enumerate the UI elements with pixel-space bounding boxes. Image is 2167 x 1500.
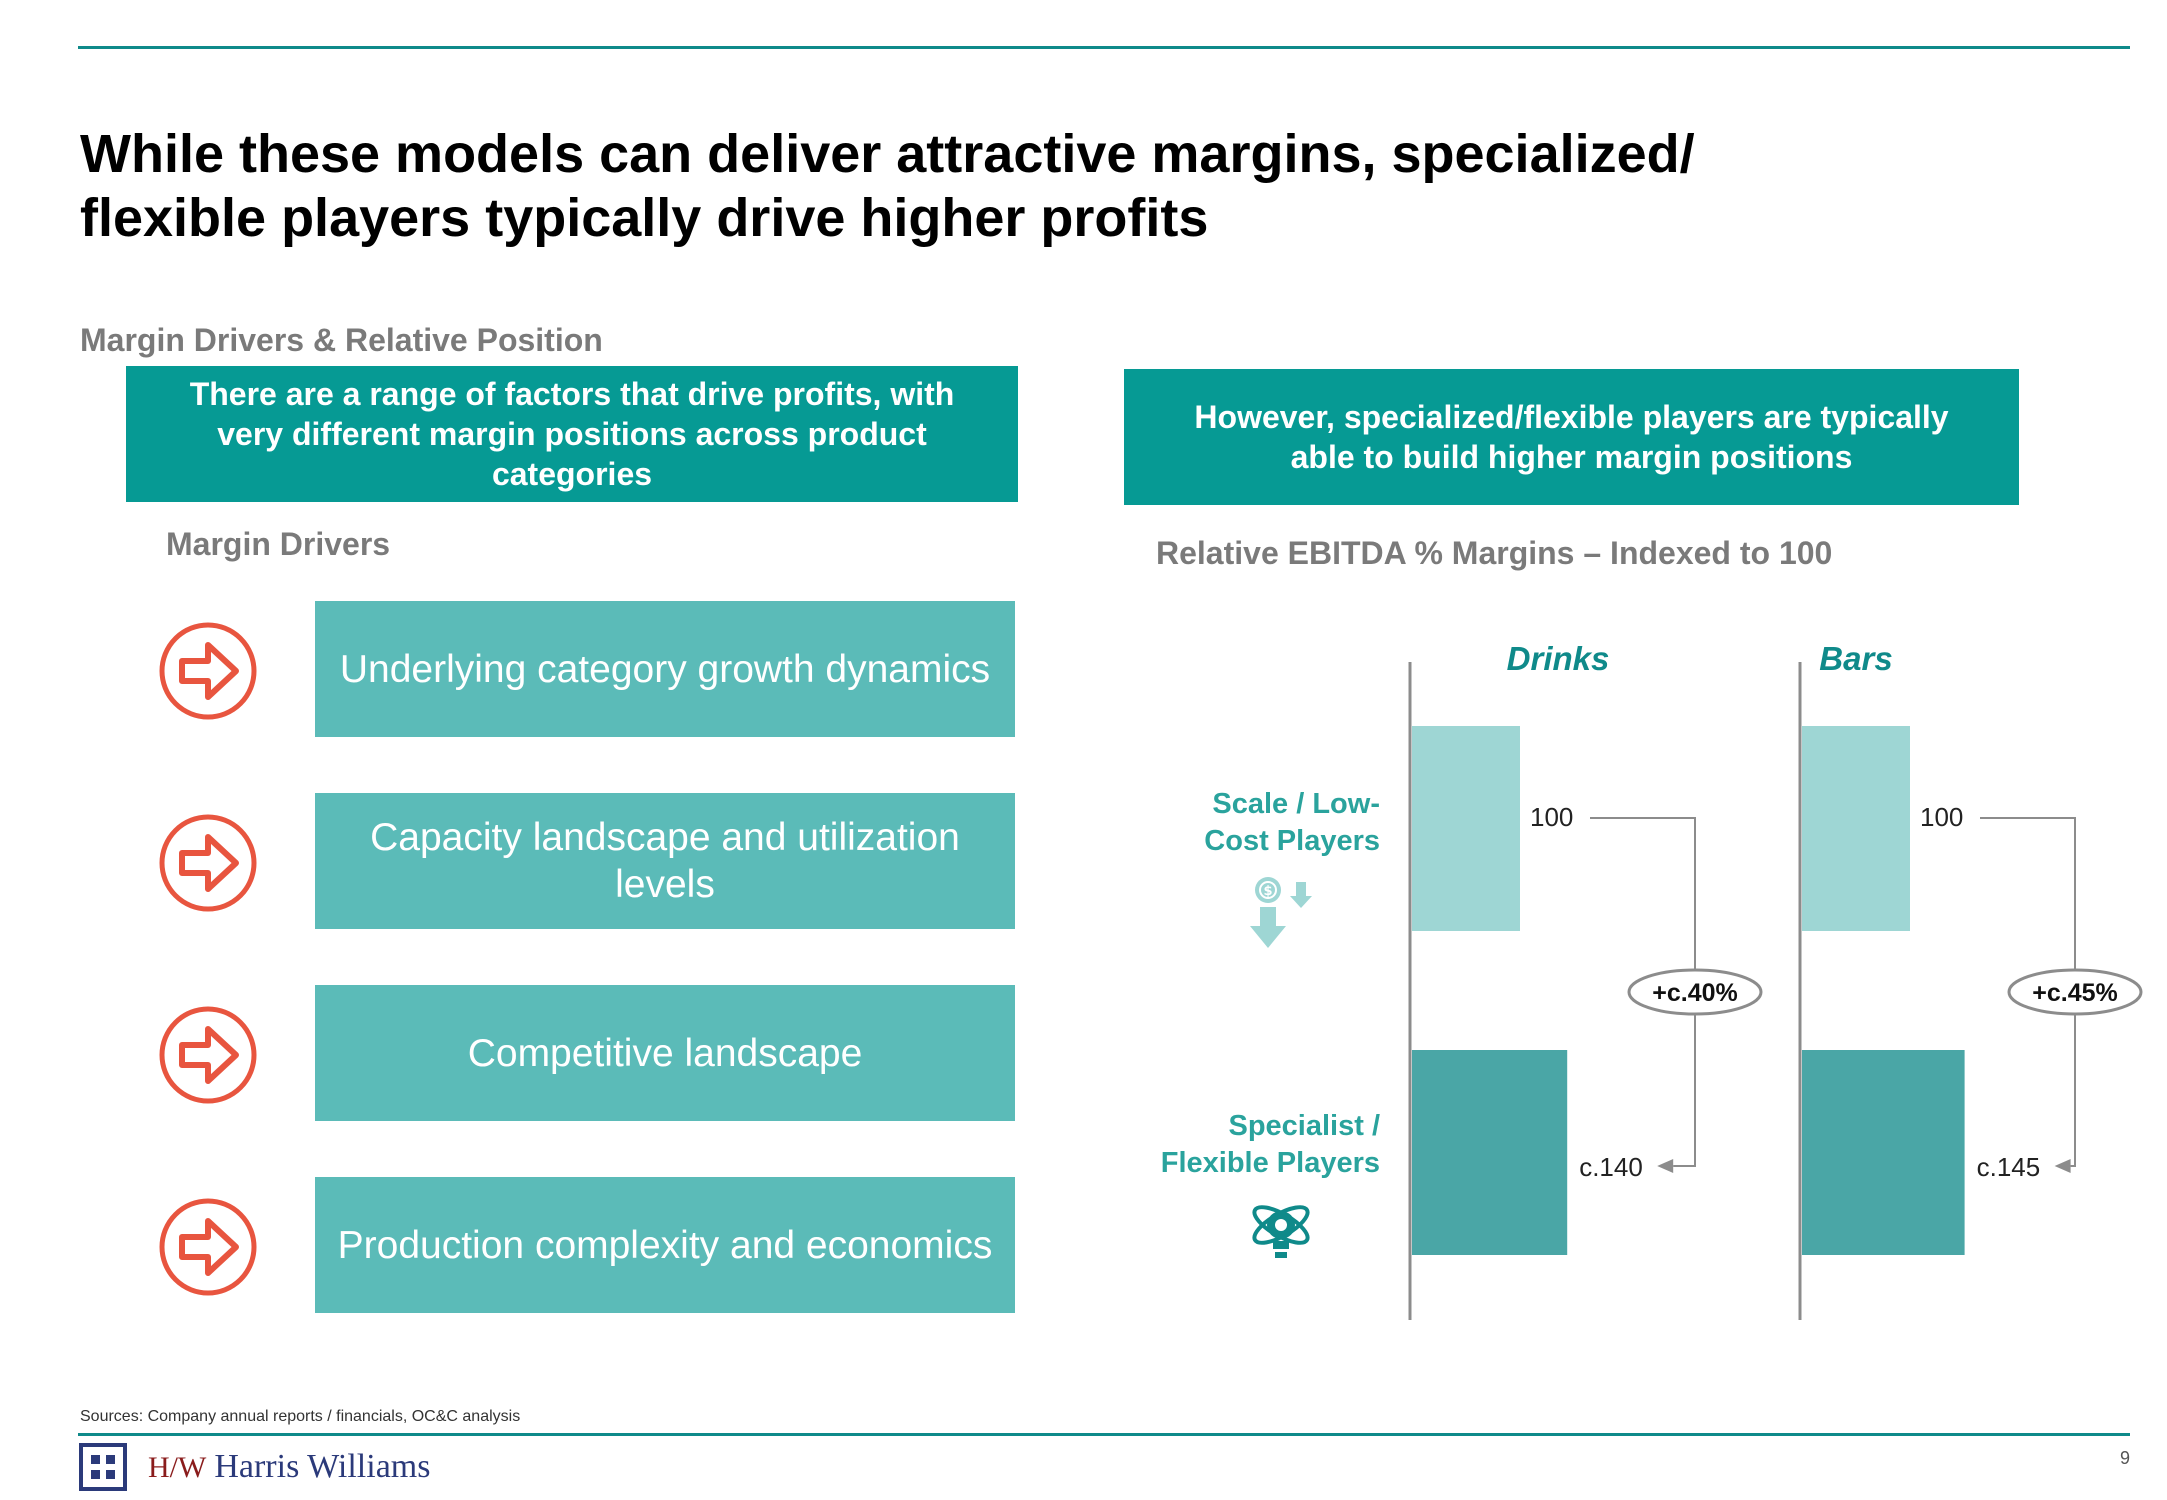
chart-bars: Bars 100 c.145 +c.45% — [1798, 640, 2143, 1320]
driver-label: Capacity landscape and utilization level… — [370, 816, 960, 906]
logo-name: Harris Williams — [214, 1448, 431, 1485]
uplift-label: +c.40% — [1652, 979, 1738, 1007]
driver-label: Production complexity and economics — [337, 1223, 993, 1267]
slide-title: While these models can deliver attractiv… — [80, 122, 1980, 250]
bar-data-label: 100 — [1920, 802, 1963, 832]
left-banner: There are a range of factors that drive … — [126, 366, 1018, 502]
chart-title: Drinks — [1507, 640, 1610, 677]
page-number: 9 — [2120, 1448, 2131, 1468]
bar-data-label: 100 — [1530, 802, 1573, 832]
chart-bar — [1802, 1050, 1965, 1255]
slide-title-line-2: flexible players typically drive higher … — [80, 188, 1209, 248]
margin-drivers-label: Margin Drivers — [166, 526, 391, 562]
arrow-right-circle-icon — [159, 1006, 257, 1104]
driver-box: Capacity landscape and utilization level… — [315, 793, 1015, 929]
right-banner-text: However, specialized/flexible players ar… — [1194, 399, 1949, 475]
bottom-divider — [78, 1433, 2130, 1436]
driver-box: Production complexity and economics — [315, 1177, 1015, 1313]
driver-box: Competitive landscape — [315, 985, 1015, 1121]
chart-bar — [1412, 726, 1520, 931]
chart-bar — [1412, 1050, 1568, 1255]
sources-note: Sources: Company annual reports / financ… — [80, 1408, 521, 1425]
logo-mark-icon — [79, 1443, 127, 1491]
bar-data-label: c.140 — [1579, 1152, 1643, 1182]
logo-monogram: H/W — [148, 1451, 207, 1484]
uplift-badge — [1627, 968, 1763, 1016]
arrow-right-circle-icon — [159, 622, 257, 720]
driver-label: Underlying category growth dynamics — [339, 647, 991, 691]
chart-title: Bars — [1819, 640, 1892, 677]
innovation-bulb-icon — [1252, 1205, 1310, 1258]
chart-drinks: Drinks 100 c.140 +c.40% — [1408, 640, 1763, 1320]
section-label: Margin Drivers & Relative Position — [80, 322, 603, 358]
uplift-arrowhead — [2054, 1159, 2071, 1173]
chart-bar — [1802, 726, 1910, 931]
right-banner: However, specialized/flexible players ar… — [1124, 369, 2019, 505]
arrow-right-circle-icon — [159, 814, 257, 912]
row-label-specialist: Specialist / Flexible Players — [1160, 1110, 1380, 1179]
uplift-arrowhead — [1657, 1159, 1674, 1173]
ebitda-charts: Drinks 100 c.140 +c.40% Bars 100 c.145 +c.45% — [1408, 640, 2143, 1320]
cost-down-icon: $ — [1250, 877, 1312, 948]
chart-subtitle: Relative EBITDA % Margins – Indexed to 1… — [1156, 535, 1833, 571]
driver-box: Underlying category growth dynamics — [315, 601, 1015, 737]
bar-data-label: c.145 — [1977, 1152, 2041, 1182]
driver-label: Competitive landscape — [467, 1031, 863, 1075]
arrow-right-circle-icon — [159, 1198, 257, 1296]
uplift-badge — [2007, 968, 2143, 1016]
logo: H/W Harris Williams — [148, 1448, 430, 1486]
uplift-label: +c.45% — [2032, 979, 2118, 1007]
row-label-scale: Scale / Low-Cost Players — [1204, 788, 1380, 857]
top-divider — [78, 46, 2130, 49]
svg-text:$: $ — [1263, 884, 1272, 899]
slide-title-line-1: While these models can deliver attractiv… — [80, 124, 1695, 184]
left-banner-text: There are a range of factors that drive … — [189, 376, 955, 492]
